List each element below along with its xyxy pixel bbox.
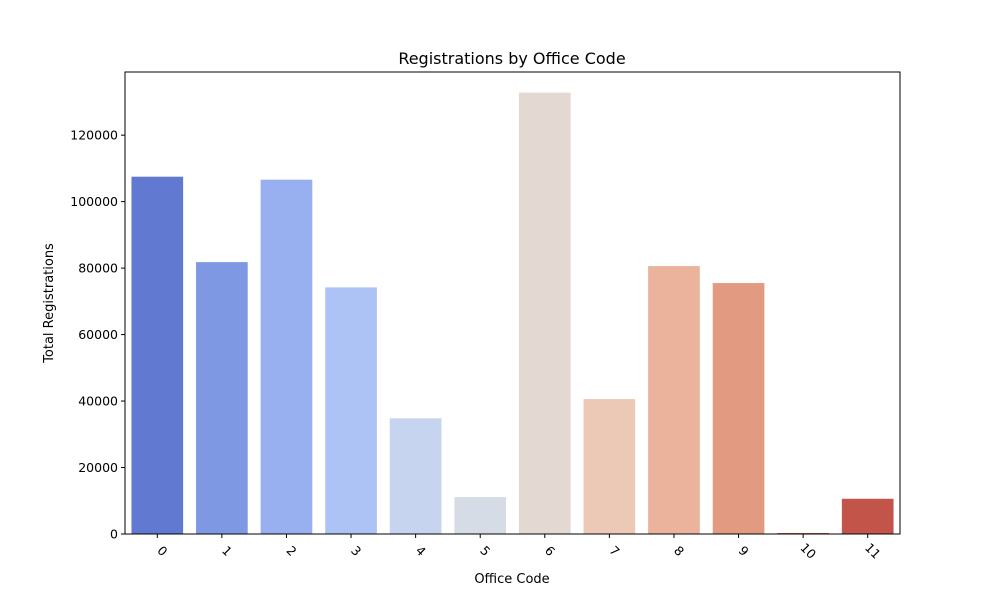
y-tick-label: 0 xyxy=(110,527,118,542)
x-tick-label: 1 xyxy=(219,543,235,559)
x-tick-label: 2 xyxy=(284,543,300,559)
y-tick-label: 120000 xyxy=(70,128,118,143)
x-tick-label: 3 xyxy=(348,543,364,559)
plot-frame xyxy=(124,71,901,535)
y-tick-label: 20000 xyxy=(78,460,118,475)
bar-8 xyxy=(648,266,700,534)
bar-5 xyxy=(454,497,507,534)
y-tick-label: 80000 xyxy=(78,261,118,276)
bar-11 xyxy=(841,498,894,534)
bar-0 xyxy=(131,176,184,534)
bar-7 xyxy=(583,399,636,534)
y-tick-label: 40000 xyxy=(78,394,118,409)
bars-group xyxy=(131,92,894,535)
x-tick-label: 10 xyxy=(797,540,819,562)
x-axis: 0 1 2 3 4 5 6 7 8 9 10 11 xyxy=(154,534,884,562)
bar-1 xyxy=(196,262,248,534)
x-tick-label: 5 xyxy=(477,543,493,559)
x-tick-label: 9 xyxy=(736,543,752,559)
x-tick-label: 4 xyxy=(413,543,429,559)
chart-title: Registrations by Office Code xyxy=(398,49,625,68)
y-tick-label: 100000 xyxy=(70,194,118,209)
x-tick-label: 6 xyxy=(542,543,558,559)
y-tick-label: 60000 xyxy=(78,327,118,342)
x-tick-label: 7 xyxy=(606,543,622,559)
bar-6 xyxy=(518,92,571,535)
y-axis: 0 20000 40000 60000 80000 100000 120000 xyxy=(70,128,125,542)
bar-4 xyxy=(389,418,442,534)
bar-3 xyxy=(325,287,377,534)
x-axis-label: Office Code xyxy=(474,572,549,587)
bar-2 xyxy=(260,179,313,534)
y-axis-label: Total Registrations xyxy=(42,243,57,364)
bar-9 xyxy=(712,283,765,534)
x-tick-label: 0 xyxy=(154,543,170,559)
x-tick-label: 11 xyxy=(862,540,884,562)
x-tick-label: 8 xyxy=(671,543,687,559)
